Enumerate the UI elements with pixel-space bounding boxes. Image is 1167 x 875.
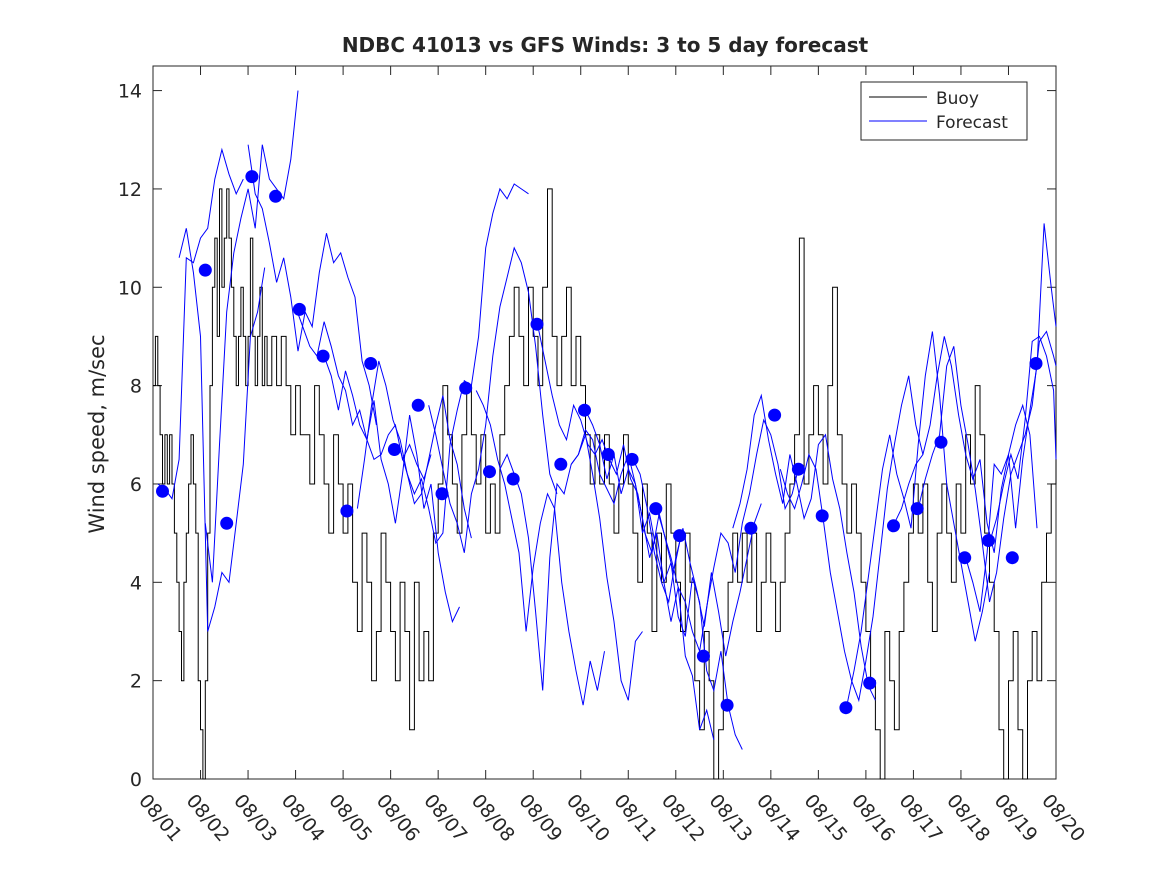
- forecast-marker: [910, 502, 924, 516]
- forecast-marker: [387, 443, 401, 456]
- y-tick-label: 8: [130, 376, 142, 398]
- forecast-marker: [1005, 551, 1019, 565]
- forecast-line-17: [732, 393, 876, 701]
- forecast-marker: [982, 534, 995, 547]
- forecast-marker: [340, 504, 354, 518]
- forecast-marker: [696, 649, 710, 663]
- buoy-series: [153, 188, 1057, 780]
- forecast-marker: [791, 462, 805, 476]
- forecast-marker: [364, 357, 378, 370]
- y-tick-label: 0: [130, 769, 142, 791]
- forecast-marker: [1029, 357, 1043, 370]
- forecast-line-14: [585, 409, 743, 750]
- forecast-marker: [269, 189, 283, 203]
- forecast-marker: [220, 516, 234, 530]
- forecast-marker: [411, 398, 425, 412]
- forecast-marker: [768, 408, 782, 422]
- forecast-marker: [720, 698, 734, 712]
- chart-title: NDBC 41013 vs GFS Winds: 3 to 5 day fore…: [342, 33, 869, 57]
- y-tick-label: 10: [118, 277, 142, 299]
- forecast-marker-group: [156, 170, 1043, 715]
- y-tick-label: 4: [130, 572, 142, 594]
- forecast-line-3: [204, 90, 299, 583]
- forecast-line-16: [656, 418, 800, 654]
- y-tick-label: 12: [118, 179, 142, 201]
- forecast-line-13: [570, 428, 715, 740]
- forecast-line-8: [399, 183, 529, 545]
- legend-forecast-label: Forecast: [936, 113, 1008, 133]
- forecast-marker: [198, 263, 212, 277]
- forecast-marker: [673, 529, 687, 543]
- forecast-marker: [744, 521, 758, 535]
- forecast-marker: [887, 519, 900, 533]
- forecast-marker: [506, 472, 520, 486]
- forecast-line-4: [247, 144, 377, 426]
- forecast-line-7: [356, 360, 472, 539]
- forecast-line-5: [295, 306, 432, 481]
- forecast-marker: [815, 509, 829, 523]
- y-tick-label: 2: [130, 671, 142, 693]
- legend-buoy-label: Buoy: [936, 89, 979, 109]
- y-tick-label: 14: [118, 81, 142, 103]
- forecast-marker: [578, 403, 591, 417]
- legend: Buoy Forecast: [860, 81, 1028, 141]
- forecast-marker: [245, 170, 259, 184]
- forecast-marker: [934, 435, 948, 449]
- forecast-marker: [483, 465, 496, 479]
- forecast-marker: [839, 701, 853, 715]
- forecast-line-19: [846, 331, 990, 706]
- y-tick-label: 6: [130, 474, 142, 496]
- forecast-line-20: [893, 336, 1038, 553]
- forecast-series-group: [157, 90, 1057, 750]
- forecast-marker: [459, 381, 473, 395]
- forecast-marker: [435, 487, 449, 501]
- forecast-marker: [958, 551, 972, 565]
- forecast-marker: [625, 452, 639, 466]
- forecast-marker: [554, 457, 568, 471]
- buoy-line: [153, 188, 1057, 780]
- forecast-line-15: [632, 459, 762, 657]
- forecast-marker: [156, 484, 169, 498]
- forecast-line-9: [428, 246, 558, 553]
- forecast-marker: [863, 676, 877, 690]
- forecast-line-22: [965, 223, 1057, 612]
- forecast-marker: [316, 349, 330, 363]
- forecast-line-2: [178, 228, 266, 632]
- forecast-marker: [601, 448, 615, 461]
- legend-box: [860, 81, 1028, 141]
- forecast-line-1: [157, 147, 244, 500]
- forecast-line-23: [989, 335, 1057, 544]
- y-axis-label: Wind speed, m/sec: [85, 334, 109, 533]
- plot-frame: [152, 65, 1057, 780]
- forecast-marker: [292, 302, 306, 316]
- forecast-line-10: [475, 390, 605, 706]
- forecast-marker: [530, 317, 544, 331]
- forecast-marker: [649, 502, 663, 516]
